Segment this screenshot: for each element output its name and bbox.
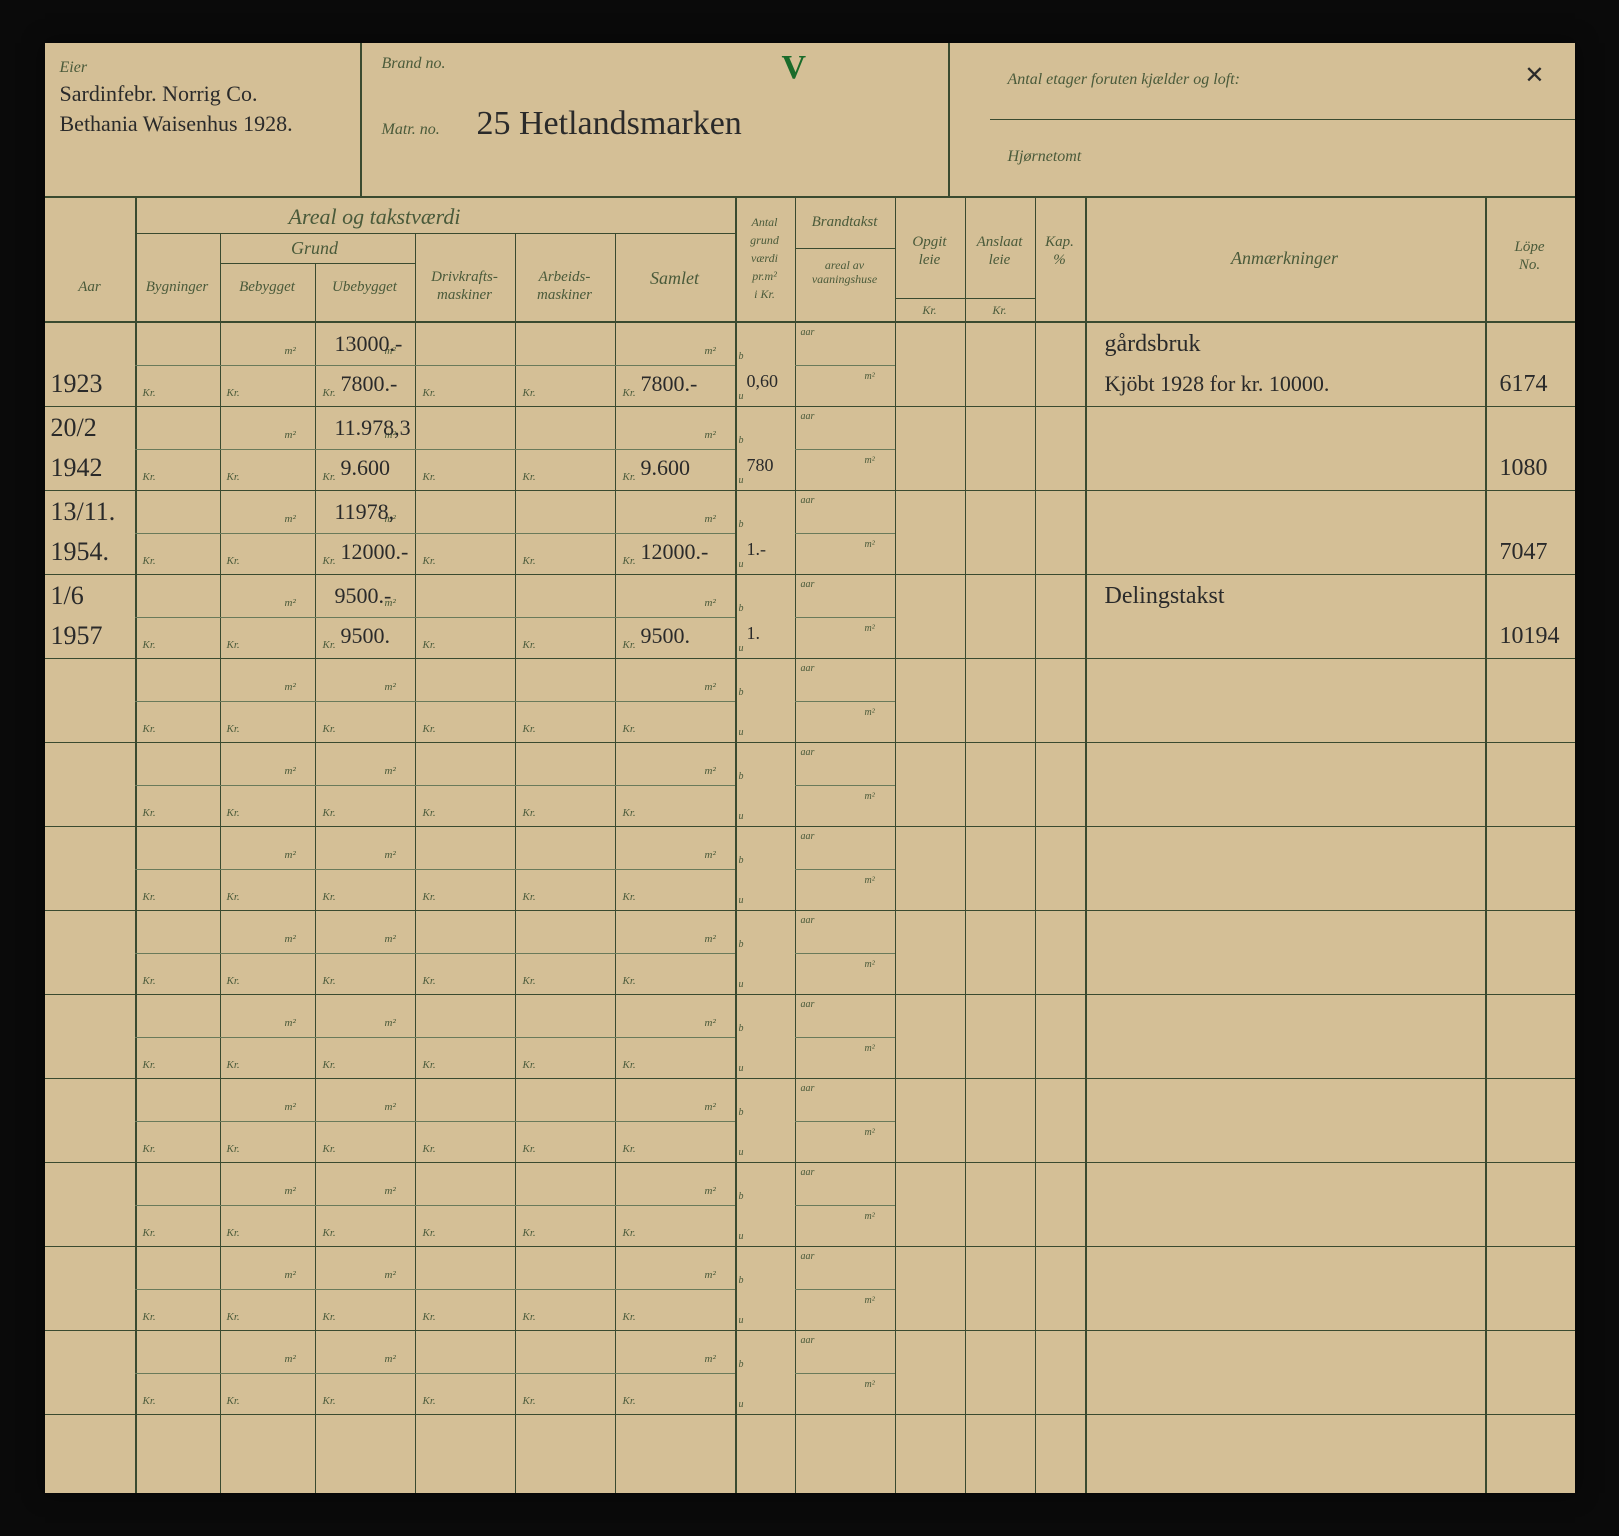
header-right-block: Antal etager foruten kjælder og loft: ✕ …: [990, 43, 1575, 198]
table-row: 1923 m² m² m² Kr. Kr. Kr. Kr. Kr. Kr. b …: [45, 323, 1575, 407]
table-row: m² m² m² Kr. Kr. Kr. Kr. Kr. Kr. b u aar…: [45, 1163, 1575, 1247]
ubeb-bot: 7800.-: [341, 371, 398, 397]
year-bot: 1923: [51, 369, 103, 399]
col-arbeids: Arbeids- maskiner: [515, 268, 615, 304]
areal-title: Areal og takstværdi: [135, 204, 615, 230]
col-anm: Anmærkninger: [1085, 248, 1485, 270]
grund-title: Grund: [220, 238, 410, 259]
lope: 10194: [1500, 623, 1560, 650]
lope: 6174: [1500, 371, 1548, 398]
samlet-bot: 12000.-: [641, 539, 709, 565]
rows-area: 1923 m² m² m² Kr. Kr. Kr. Kr. Kr. Kr. b …: [45, 323, 1575, 1493]
year-bot: 1942: [51, 453, 103, 483]
lope: 1080: [1500, 455, 1548, 482]
antal-bot: 780: [747, 455, 774, 476]
table-row: m² m² m² Kr. Kr. Kr. Kr. Kr. Kr. b u aar…: [45, 827, 1575, 911]
samlet-bot: 7800.-: [641, 371, 698, 397]
ubeb-top: 13000.-: [335, 331, 403, 357]
ubeb-bot: 12000.-: [341, 539, 409, 565]
col-bebygget: Bebygget: [220, 278, 315, 296]
year-bot: 1954.: [51, 537, 110, 567]
ubeb-top: 9500.-: [335, 583, 392, 609]
ubeb-top: 11978,: [335, 499, 395, 525]
year-top: 13/11.: [51, 497, 116, 527]
header: Eier Sardinfebr. Norrig Co. Bethania Wai…: [45, 43, 1575, 198]
table-row: m² m² m² Kr. Kr. Kr. Kr. Kr. Kr. b u aar…: [45, 659, 1575, 743]
table-row: m² m² m² Kr. Kr. Kr. Kr. Kr. Kr. b u aar…: [45, 1331, 1575, 1415]
antal-bot: 1.: [747, 623, 761, 644]
samlet-bot: 9500.: [641, 623, 691, 649]
year-top: 20/2: [51, 413, 97, 443]
table-row: m² m² m² Kr. Kr. Kr. Kr. Kr. Kr. b u aar…: [45, 1247, 1575, 1331]
matr-value: 25 Hetlandsmarken: [477, 105, 742, 143]
year-bot: 1957: [51, 621, 103, 651]
col-bygninger: Bygninger: [135, 278, 220, 296]
antal-bot: 1.-: [747, 539, 767, 560]
year-top: 1/6: [51, 581, 84, 611]
table-row: 1/6 1957 m² m² m² Kr. Kr. Kr. Kr. Kr. Kr…: [45, 575, 1575, 659]
hjorne-row: Hjørnetomt: [990, 120, 1575, 198]
col-antal: Antal grund værdi pr.m² i Kr.: [735, 213, 795, 303]
table-row: m² m² m² Kr. Kr. Kr. Kr. Kr. Kr. b u aar…: [45, 995, 1575, 1079]
ubeb-top: 11.978,3: [335, 415, 411, 441]
table-row: m² m² m² Kr. Kr. Kr. Kr. Kr. Kr. b u aar…: [45, 743, 1575, 827]
anm-1: gårdsbruk: [1105, 331, 1201, 358]
table-row: m² m² m² Kr. Kr. Kr. Kr. Kr. Kr. b u aar…: [45, 911, 1575, 995]
eier-line1: Sardinfebr. Norrig Co.: [60, 81, 258, 107]
anm-1: Delingstakst: [1105, 583, 1225, 610]
table-row: m² m² m² Kr. Kr. Kr. Kr. Kr. Kr. b u aar…: [45, 1079, 1575, 1163]
col-lope: Löpe No.: [1485, 238, 1575, 274]
col-anslaat: Anslaat leie: [965, 233, 1035, 269]
col-kap: Kap. %: [1035, 233, 1085, 269]
samlet-bot: 9.600: [641, 455, 691, 481]
u-kr: Kr.: [965, 303, 1035, 317]
col-samlet: Samlet: [615, 268, 735, 290]
anm-2: Kjöbt 1928 for kr. 10000.: [1105, 371, 1330, 397]
eier-line2: Bethania Waisenhus 1928.: [60, 111, 293, 137]
ubeb-bot: 9500.: [341, 623, 391, 649]
col-aar: Aar: [45, 278, 135, 296]
col-drivkraft: Drivkrafts- maskiner: [415, 268, 515, 304]
u-kr: Kr.: [895, 303, 965, 317]
header-eier-block: Eier Sardinfebr. Norrig Co. Bethania Wai…: [60, 51, 355, 196]
ubeb-bot: 9.600: [341, 455, 391, 481]
etager-row: Antal etager foruten kjælder og loft: ✕: [990, 43, 1575, 120]
matr-label: Matr. no.: [382, 121, 440, 139]
col-brandtakst-sub: areal av vaaningshuse: [795, 258, 895, 287]
table-row: 13/11. 1954. m² m² m² Kr. Kr. Kr. Kr. Kr…: [45, 491, 1575, 575]
eier-label: Eier: [60, 59, 88, 77]
brand-label: Brand no.: [382, 55, 446, 73]
hjorne-label: Hjørnetomt: [1008, 148, 1082, 165]
table-row: 20/2 1942 m² m² m² Kr. Kr. Kr. Kr. Kr. K…: [45, 407, 1575, 491]
etager-value: ✕: [1524, 61, 1544, 90]
checkmark-icon: V: [782, 49, 807, 87]
col-brandtakst: Brandtakst: [795, 213, 895, 231]
col-opgit: Opgit leie: [895, 233, 965, 269]
lope: 7047: [1500, 539, 1548, 566]
header-brand-block: Brand no. Matr. no. 25 Hetlandsmarken V: [360, 43, 950, 198]
column-header: Areal og takstværdi Grund Aar Bygninger …: [45, 198, 1575, 323]
antal-bot: 0,60: [747, 371, 779, 392]
col-ubebygget: Ubebygget: [315, 278, 415, 296]
etager-label: Antal etager foruten kjælder og loft:: [1008, 71, 1240, 88]
ledger-card: Eier Sardinfebr. Norrig Co. Bethania Wai…: [45, 43, 1575, 1493]
